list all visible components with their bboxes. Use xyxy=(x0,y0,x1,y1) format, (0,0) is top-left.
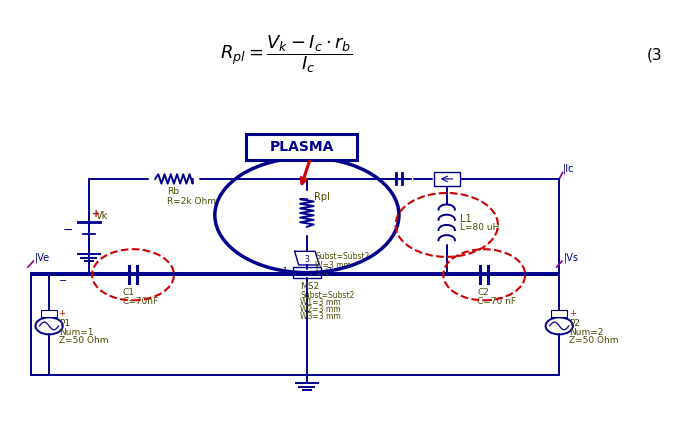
Text: (3: (3 xyxy=(647,47,662,62)
Text: Subst=Subst2: Subst=Subst2 xyxy=(315,252,370,261)
Text: Num=2: Num=2 xyxy=(569,328,603,337)
Text: L=80 uH: L=80 uH xyxy=(460,223,500,233)
Text: 2: 2 xyxy=(327,267,331,276)
Text: |Ic: |Ic xyxy=(563,163,574,174)
Text: 3: 3 xyxy=(304,255,310,264)
Text: |Ve: |Ve xyxy=(35,252,50,263)
Text: −: − xyxy=(59,276,67,286)
Text: W1=3 mm: W1=3 mm xyxy=(300,298,341,307)
Text: −: − xyxy=(63,224,74,236)
Text: MS2: MS2 xyxy=(300,282,319,291)
Text: Subst=Subst2: Subst=Subst2 xyxy=(300,291,355,300)
Text: Rpl: Rpl xyxy=(314,192,329,201)
Text: |Vs: |Vs xyxy=(563,252,578,263)
Bar xyxy=(434,172,460,186)
Text: +: + xyxy=(92,210,100,219)
Text: L1: L1 xyxy=(460,214,472,225)
Text: W2=3 mm: W2=3 mm xyxy=(300,305,341,314)
Text: C2: C2 xyxy=(477,288,489,296)
Text: +: + xyxy=(59,309,65,319)
Text: $R_{pl} = \dfrac{V_k - I_c \cdot r_b}{I_c}$: $R_{pl} = \dfrac{V_k - I_c \cdot r_b}{I_… xyxy=(220,34,353,75)
Bar xyxy=(551,310,567,317)
Text: PLASMA: PLASMA xyxy=(269,140,333,154)
Text: P1: P1 xyxy=(59,319,70,328)
Text: P2: P2 xyxy=(569,319,580,328)
Text: Rb
R=2k Ohm: Rb R=2k Ohm xyxy=(167,187,216,206)
FancyBboxPatch shape xyxy=(246,134,357,160)
Bar xyxy=(41,310,57,317)
Text: L=L: L=L xyxy=(315,268,330,277)
Text: W=3 mm: W=3 mm xyxy=(315,261,351,270)
Text: +: + xyxy=(569,309,576,319)
Text: C=70nF: C=70nF xyxy=(123,297,159,306)
Text: Z=50 Ohm: Z=50 Ohm xyxy=(569,336,619,345)
Text: W3=3 mm: W3=3 mm xyxy=(300,312,341,321)
Text: 1: 1 xyxy=(283,267,287,276)
Text: C=70 nF: C=70 nF xyxy=(477,297,516,306)
Text: C1: C1 xyxy=(123,288,135,296)
Bar xyxy=(293,267,321,278)
Text: Vk: Vk xyxy=(95,211,108,221)
Text: Num=1: Num=1 xyxy=(59,328,94,337)
Text: Z=50 Ohm: Z=50 Ohm xyxy=(59,336,109,345)
